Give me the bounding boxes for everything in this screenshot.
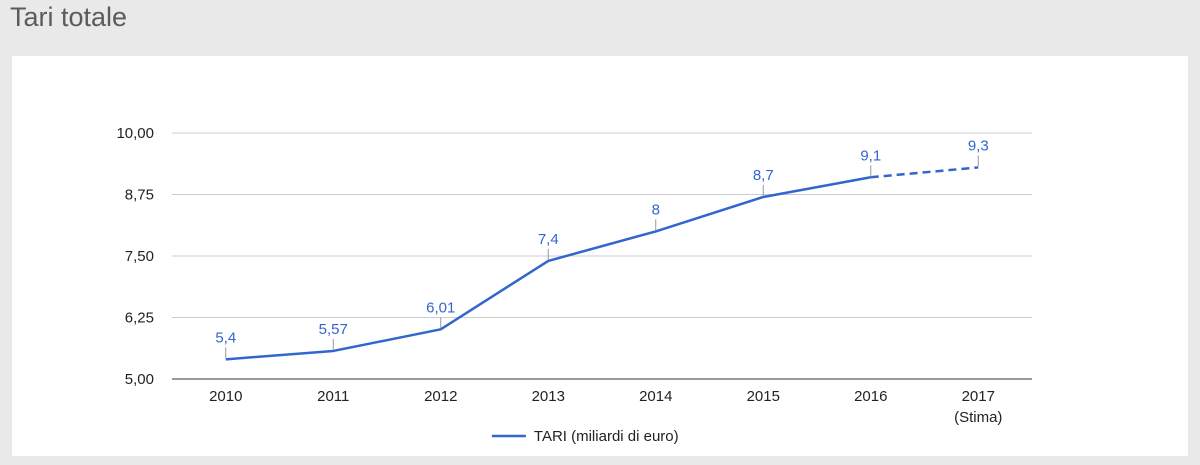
x-axis-ticks: 2010 2011 2012 2013 2014 2015 2016 2017 (Stima) bbox=[209, 388, 1002, 426]
data-label: 5,57 bbox=[319, 321, 348, 338]
y-tick-label: 7,50 bbox=[125, 248, 154, 265]
x-tick-label: 2011 bbox=[317, 388, 349, 405]
data-label: 8,7 bbox=[753, 167, 774, 184]
legend-label: TARI (miliardi di euro) bbox=[534, 428, 679, 445]
x-tick-label: 2015 bbox=[747, 388, 780, 405]
data-label: 8 bbox=[652, 201, 660, 218]
x-tick-label: 2012 bbox=[424, 388, 457, 405]
gridlines bbox=[172, 132, 1032, 380]
data-label: 7,4 bbox=[538, 231, 559, 248]
data-label: 5,4 bbox=[215, 329, 236, 346]
y-axis-ticks: 5,00 6,25 7,50 8,75 10,00 bbox=[116, 125, 154, 388]
x-tick-label: 2014 bbox=[639, 388, 672, 405]
y-tick-label: 8,75 bbox=[125, 187, 154, 204]
legend: TARI (miliardi di euro) bbox=[491, 428, 679, 445]
data-labels: 5,4 5,57 6,01 7,4 8 8,7 9,1 9,3 bbox=[215, 137, 989, 359]
series-line bbox=[225, 176, 871, 361]
x-tick-label: 2010 bbox=[209, 388, 242, 405]
y-tick-label: 6,25 bbox=[125, 310, 154, 327]
x-tick-label: 2017 bbox=[962, 388, 995, 405]
data-label: 9,1 bbox=[860, 147, 881, 164]
data-label: 9,3 bbox=[968, 137, 989, 154]
chart-card: 5,00 6,25 7,50 8,75 10,00 2010 2011 2012 2013 20… bbox=[12, 56, 1188, 456]
y-tick-label: 10,00 bbox=[116, 125, 154, 142]
series-line-estimate bbox=[870, 166, 979, 179]
x-tick-label: 2013 bbox=[532, 388, 565, 405]
page-title: Tari totale bbox=[10, 2, 128, 32]
data-label: 6,01 bbox=[426, 299, 455, 316]
series-lines bbox=[225, 166, 979, 361]
x-tick-sublabel: (Stima) bbox=[954, 409, 1002, 426]
y-tick-label: 5,00 bbox=[125, 371, 154, 388]
x-tick-label: 2016 bbox=[854, 388, 887, 405]
